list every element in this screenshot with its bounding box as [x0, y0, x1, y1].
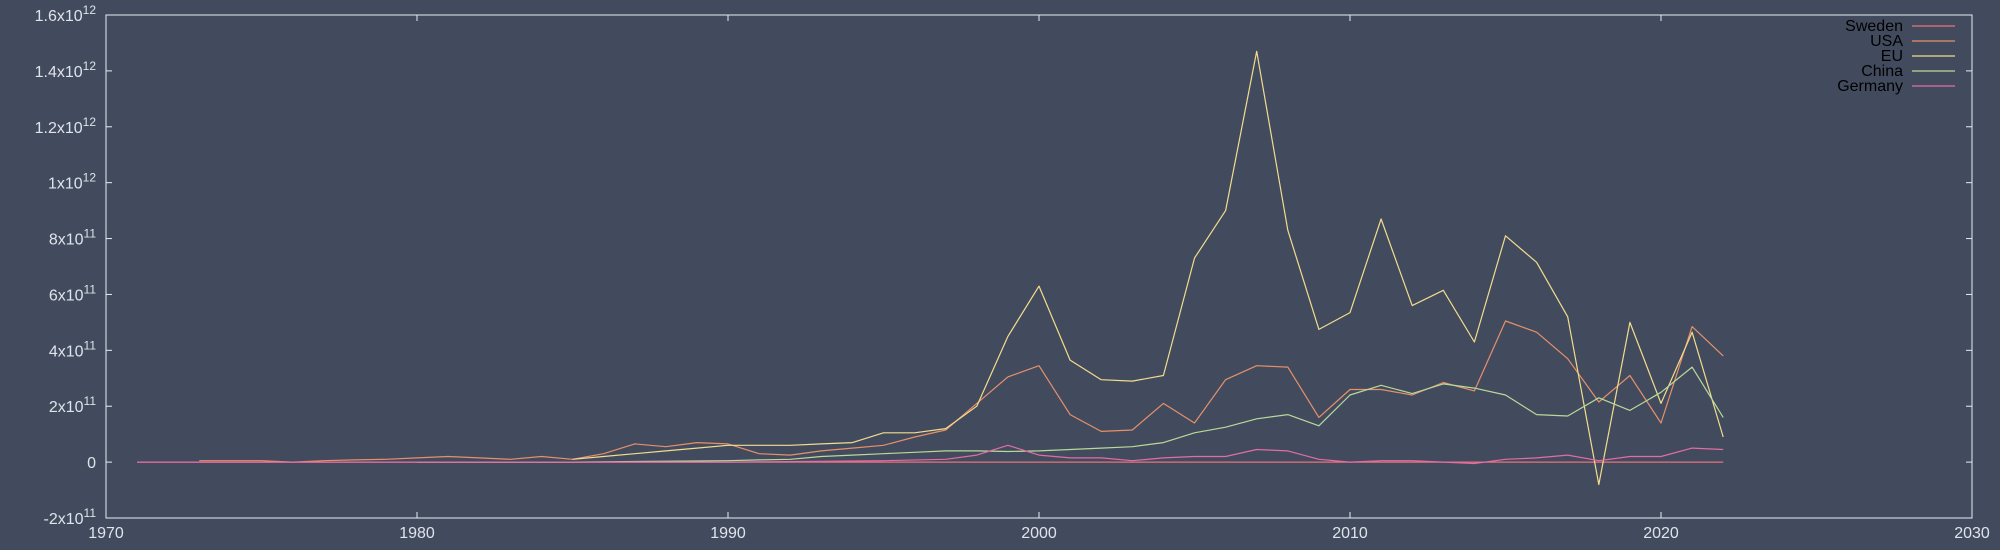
y-tick-mantissa: 0 — [87, 455, 96, 472]
y-tick-mantissa: -2x10 — [44, 511, 84, 528]
y-tick-mantissa: 2x10 — [49, 399, 84, 416]
series-line-germany — [137, 444, 1724, 465]
legend-label-sweden: Sweden — [1845, 18, 1903, 35]
y-tick-label: 1.6x1012 — [35, 3, 97, 25]
x-tick-label: 2010 — [1332, 525, 1368, 542]
y-tick-exponent: 12 — [83, 171, 97, 185]
y-tick-label: 0 — [87, 455, 96, 472]
x-tick-label: 1970 — [88, 525, 124, 542]
y-tick-mantissa: 1.4x10 — [35, 64, 83, 81]
y-tick-label: 1.2x1012 — [35, 115, 97, 137]
y-tick-label: 2x1011 — [49, 394, 96, 416]
y-tick-label: 8x1011 — [49, 227, 96, 249]
y-tick-label: 4x1011 — [49, 338, 96, 360]
y-tick-exponent: 11 — [84, 338, 97, 352]
y-tick-exponent: 12 — [83, 115, 97, 129]
y-tick-mantissa: 6x10 — [49, 287, 84, 304]
y-axis-ticks: -2x101102x10114x10116x10118x10111x10121.… — [35, 3, 1972, 528]
x-tick-label: 1980 — [399, 525, 435, 542]
series-lines — [137, 50, 1724, 486]
x-tick-label: 2000 — [1021, 525, 1057, 542]
y-tick-mantissa: 4x10 — [49, 343, 84, 360]
y-tick-exponent: 12 — [83, 59, 97, 73]
legend-label-eu: EU — [1881, 48, 1903, 65]
y-tick-mantissa: 8x10 — [49, 232, 84, 249]
y-tick-mantissa: 1.6x10 — [35, 8, 83, 25]
series-line-china — [417, 366, 1724, 463]
y-tick-label: 6x1011 — [49, 282, 96, 304]
y-tick-label: -2x1011 — [44, 506, 97, 528]
y-tick-mantissa: 1x10 — [48, 176, 83, 193]
y-tick-exponent: 11 — [84, 282, 97, 296]
y-tick-mantissa: 1.2x10 — [35, 120, 83, 137]
x-tick-label: 2030 — [1954, 525, 1990, 542]
legend-label-china: China — [1861, 63, 1903, 80]
y-tick-exponent: 11 — [84, 506, 97, 520]
x-tick-label: 1990 — [710, 525, 746, 542]
x-axis-ticks: 1970 1980 1990 2000 2010 2020 2030 — [88, 15, 1990, 542]
series-line-usa — [199, 320, 1724, 463]
y-tick-label: 1.4x1012 — [35, 59, 97, 81]
y-tick-exponent: 11 — [84, 394, 97, 408]
series-line-eu — [572, 50, 1724, 486]
legend-label-germany: Germany — [1837, 78, 1903, 95]
y-tick-exponent: 11 — [84, 227, 97, 241]
legend-label-usa: USA — [1870, 33, 1903, 50]
plot-frame — [105, 14, 1973, 519]
x-tick-label: 2020 — [1643, 525, 1679, 542]
y-tick-exponent: 12 — [83, 3, 97, 17]
y-tick-label: 1x1012 — [48, 171, 96, 193]
